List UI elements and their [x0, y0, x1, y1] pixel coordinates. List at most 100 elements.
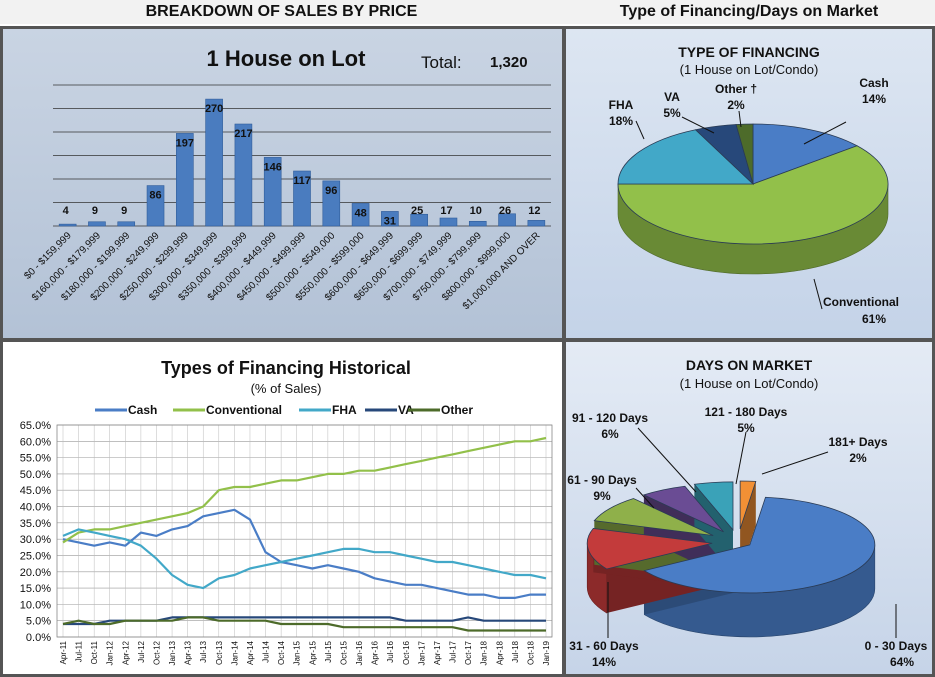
pie-label-va: VA	[664, 90, 680, 104]
price-bar	[322, 180, 341, 227]
pie-slice	[643, 496, 876, 594]
x-tick-label: Oct-11	[90, 640, 99, 664]
x-tick-label: Oct-15	[339, 640, 348, 665]
x-tick-label: Jan-19	[542, 640, 551, 665]
days-on-market-pie-chart: DAYS ON MARKET (1 House on Lot/Condo) 0 …	[567, 357, 928, 669]
price-bar	[263, 157, 282, 227]
dom-label-121-180: 121 - 180 Days	[705, 405, 788, 419]
dom-label-121-180: 5%	[737, 421, 755, 435]
price-bar-value: 270	[205, 103, 223, 115]
dom-label-61-90: 61 - 90 Days	[567, 473, 637, 487]
financing-historical-chart: Types of Financing Historical (% of Sale…	[20, 358, 553, 665]
bar-chart-title: 1 House on Lot	[207, 46, 367, 71]
x-tick-label: Jul-15	[324, 640, 333, 662]
price-bar	[351, 203, 370, 227]
price-bar	[527, 220, 546, 227]
financing-type-panel: TYPE OF FINANCING (1 House on Lot/Condo)…	[563, 26, 935, 341]
pie-label-fha: 18%	[609, 114, 633, 128]
x-tick-label: Jul-13	[199, 640, 208, 662]
y-tick-label: 25.0%	[20, 550, 51, 562]
price-bar-value: 9	[121, 205, 127, 217]
dom-label-91-120: 91 - 120 Days	[572, 411, 648, 425]
dom-label-181-plus: 2%	[849, 451, 867, 465]
total-value: 1,320	[490, 54, 528, 71]
days-on-market-panel: DAYS ON MARKET (1 House on Lot/Condo) 0 …	[563, 339, 935, 677]
price-bar-value: 9	[92, 205, 98, 217]
legend-label: VA	[398, 403, 414, 417]
x-tick-label: Apr-17	[433, 640, 442, 665]
x-tick-label: Jan-12	[106, 640, 115, 665]
x-tick-label: Jan-16	[355, 640, 364, 665]
dom-label-0-30: 0 - 30 Days	[865, 639, 928, 653]
x-tick-label: Oct-14	[277, 640, 286, 665]
pie-label-conventional-pct: 61%	[862, 312, 886, 326]
pie-label-fha: FHA	[609, 98, 634, 112]
x-tick-label: Jul-14	[262, 640, 271, 662]
price-bar	[381, 211, 399, 227]
pie-slice	[735, 123, 754, 185]
x-tick-label: Apr-11	[59, 640, 68, 664]
pie-leader-line	[637, 427, 697, 493]
x-tick-label: Apr-16	[371, 640, 380, 665]
y-tick-label: 45.0%	[20, 485, 51, 497]
sales-by-price-chart: 1 House on Lot Total: 1,320 4 9 9 86 197 270 2…	[22, 46, 551, 312]
series-line-other	[62, 616, 546, 632]
pie-slice	[617, 129, 755, 185]
total-label: Total:	[421, 53, 462, 72]
pie-leader-line	[681, 116, 715, 134]
pie-slice	[586, 527, 713, 570]
legend-label: Other	[441, 403, 473, 417]
pie-leader-line	[635, 487, 655, 509]
price-bar	[410, 213, 428, 227]
pie-leader-line	[803, 121, 847, 145]
price-bar-value: 25	[411, 205, 423, 217]
plot-area	[56, 424, 553, 638]
x-tick-label: Jan-13	[168, 640, 177, 665]
y-tick-label: 0.0%	[26, 632, 51, 644]
price-bar	[293, 170, 311, 227]
price-bar-value: 17	[440, 205, 452, 217]
pie-leader-line	[735, 431, 747, 485]
pie-leader-line	[738, 110, 742, 128]
y-tick-label: 5.0%	[26, 616, 51, 628]
series-line-conventional	[62, 436, 547, 544]
price-bar	[146, 185, 165, 227]
price-bar-value: 96	[325, 185, 337, 197]
x-tick-label: Jan-15	[293, 640, 302, 665]
price-bar	[468, 221, 487, 227]
pie-leader-line	[813, 278, 823, 310]
x-tick-label: Oct-16	[402, 640, 411, 665]
x-tick-label: Oct-17	[464, 640, 473, 665]
x-tick-label: Oct-13	[215, 640, 224, 665]
y-tick-label: 20.0%	[20, 567, 51, 579]
x-tick-label: Jan-14	[230, 640, 239, 665]
dom-label-91-120: 6%	[601, 427, 619, 441]
legend-label: FHA	[332, 403, 357, 417]
pie-leader-line	[761, 451, 829, 475]
pie-slice	[739, 480, 757, 530]
price-bar	[58, 223, 77, 227]
pie-slice	[593, 498, 714, 536]
price-bar	[176, 133, 194, 227]
financing-historical-panel: Types of Financing Historical (% of Sale…	[0, 339, 565, 677]
pie-label-other: 2%	[727, 98, 745, 112]
x-tick-label: Apr-18	[495, 640, 504, 665]
price-bar	[117, 221, 136, 227]
price-bar	[88, 221, 106, 227]
x-tick-label: Jul-17	[449, 640, 458, 662]
dom-label-31-60: 31 - 60 Days	[569, 639, 639, 653]
line-chart-subtitle: (% of Sales)	[251, 381, 322, 396]
price-bar-value: 26	[499, 205, 511, 217]
pie-slice	[752, 123, 858, 185]
pie-slice	[693, 481, 734, 531]
pie-slice	[642, 485, 724, 533]
pie-label-other: Other †	[715, 82, 757, 96]
x-tick-label: Jul-16	[386, 640, 395, 662]
financing-pie-chart: TYPE OF FINANCING (1 House on Lot/Condo)…	[609, 44, 899, 326]
price-bar-value: 146	[264, 161, 282, 173]
x-tick-label: Jul-18	[511, 640, 520, 662]
price-bar-value: 31	[384, 215, 396, 227]
x-tick-label: Apr-13	[184, 640, 193, 665]
x-tick-label: Apr-15	[308, 640, 317, 665]
x-tick-label: Jan-17	[417, 640, 426, 665]
